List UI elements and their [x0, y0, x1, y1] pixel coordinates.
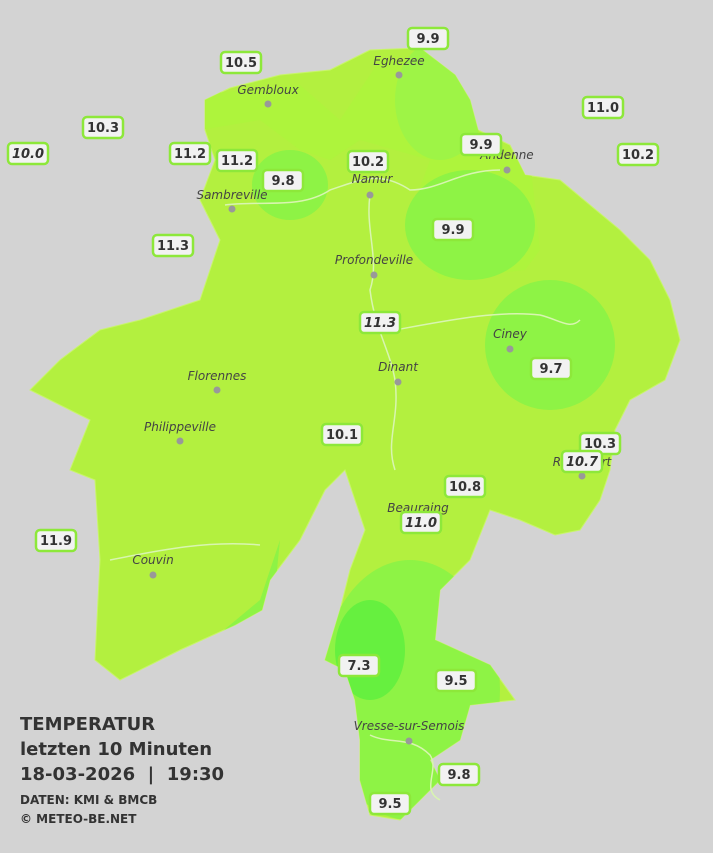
city-dot: [176, 437, 184, 445]
city-dot: [395, 71, 403, 79]
city-label: Couvin: [132, 553, 173, 567]
station-value: 10.3: [584, 437, 616, 452]
station-value: 11.2: [174, 147, 206, 162]
city-label: Sambreville: [196, 188, 267, 202]
city-dot: [503, 166, 511, 174]
rivers: [109, 169, 581, 801]
river: [368, 194, 397, 471]
station-value: 11.9: [40, 534, 72, 549]
station-value: 11.2: [221, 154, 253, 169]
city-dot: [370, 271, 378, 279]
station-value: 10.2: [352, 155, 384, 170]
station-box: [399, 510, 443, 535]
city-label: Philippeville: [144, 420, 216, 434]
station-value: 10.7: [566, 455, 599, 470]
city-dot: [366, 191, 374, 199]
river: [394, 312, 581, 331]
river: [224, 169, 501, 206]
station-box: [431, 217, 475, 242]
station-box: [443, 474, 487, 499]
city-label: Florennes: [188, 369, 247, 383]
legend-title: TEMPERATUR: [20, 714, 155, 735]
station-value: 10.5: [225, 56, 257, 71]
station-box: [529, 356, 573, 381]
city-label: Ciney: [493, 327, 528, 341]
station-value: 9.7: [539, 362, 562, 377]
legend-copyright: © METEO-BE.NET: [20, 812, 137, 826]
city-label: Gembloux: [237, 83, 299, 97]
zone: [485, 280, 615, 410]
station-box: [34, 528, 78, 553]
station-box: [6, 141, 50, 166]
station-value: 9.8: [447, 768, 470, 783]
city-dot: [149, 571, 157, 579]
city-label: Eghezee: [373, 54, 424, 68]
station-value: 7.3: [347, 659, 370, 674]
legend-subtitle: letzten 10 Minuten: [20, 739, 212, 760]
station-value: 9.5: [378, 797, 401, 812]
city-label: Profondeville: [335, 253, 413, 267]
station-value: 11.0: [587, 101, 619, 116]
station-value: 9.5: [444, 674, 467, 689]
station-box: [560, 449, 604, 474]
city-dot: [405, 737, 413, 745]
legend-source: DATEN: KMI & BMCB: [20, 793, 157, 807]
station-box: [151, 233, 195, 258]
city-dot: [578, 472, 586, 480]
station-value: 10.8: [449, 480, 481, 495]
river: [109, 542, 261, 561]
city-dot: [213, 386, 221, 394]
station-value: 11.3: [364, 316, 396, 331]
station-box: [434, 668, 478, 693]
station-box: [368, 791, 412, 816]
station-box: [437, 762, 481, 787]
city-label: Dinant: [378, 360, 419, 374]
station-value: 9.9: [441, 223, 464, 238]
city-label: Namur: [352, 172, 394, 186]
station-value: 11.0: [405, 516, 437, 531]
station-value: 10.0: [12, 147, 44, 162]
legend-timestamp: 18-03-2026 | 19:30: [20, 764, 224, 785]
city-label: Vresse-sur-Semois: [354, 719, 465, 733]
city-dot: [394, 378, 402, 386]
station-box: [406, 26, 450, 51]
station-value: 9.9: [416, 32, 439, 47]
station-value: 10.2: [622, 148, 654, 163]
city-dot: [228, 205, 236, 213]
station-value: 10.1: [326, 428, 358, 443]
station-box: [215, 148, 259, 173]
station-value: 9.8: [271, 174, 294, 189]
station-box: [320, 422, 364, 447]
station-box: [358, 310, 402, 335]
station-box: [261, 168, 305, 193]
city-dot: [264, 100, 272, 108]
station-value: 10.3: [87, 121, 119, 136]
city-dot: [506, 345, 514, 353]
station-box: [459, 132, 503, 157]
river: [369, 734, 441, 801]
station-box: [219, 50, 263, 75]
station-box: [581, 95, 625, 120]
station-value: 11.3: [157, 239, 189, 254]
station-box: [337, 653, 381, 678]
station-box: [346, 149, 390, 174]
station-box: [81, 115, 125, 140]
station-box: [168, 141, 212, 166]
stations: 10.5 9.9 10.3 10.0 11.2 11.2 9.8 10.2 9.9 11.0 10.…: [6, 26, 660, 816]
station-value: 9.9: [469, 138, 492, 153]
station-box: [616, 142, 660, 167]
